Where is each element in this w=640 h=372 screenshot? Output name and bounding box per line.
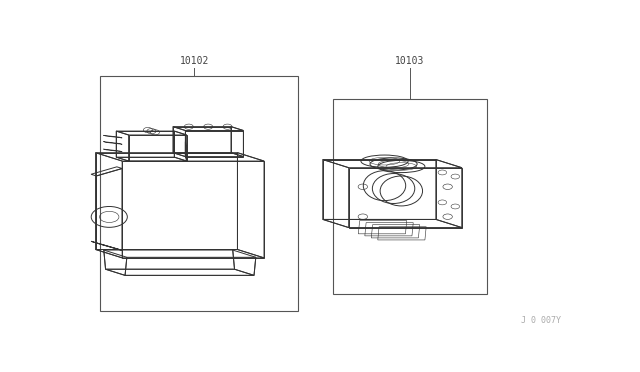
Bar	[100, 76, 298, 311]
Text: J 0 007Y: J 0 007Y	[521, 316, 561, 326]
Text: 10103: 10103	[395, 56, 424, 66]
Bar	[333, 99, 487, 294]
Text: 10102: 10102	[179, 56, 209, 66]
